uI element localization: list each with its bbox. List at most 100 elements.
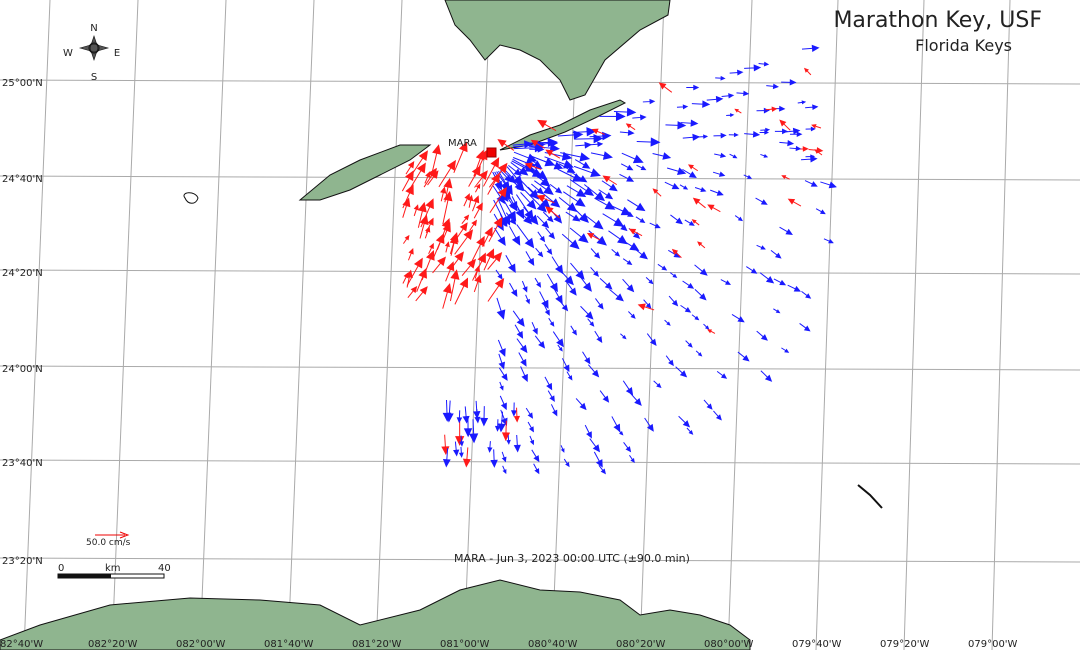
current-vector xyxy=(563,458,570,468)
current-vector xyxy=(784,127,801,135)
latitude-line xyxy=(0,557,1080,563)
current-vector xyxy=(636,137,661,147)
current-vector xyxy=(407,247,414,261)
current-vector xyxy=(474,170,488,188)
current-vector xyxy=(787,198,802,207)
current-vector xyxy=(765,106,778,112)
current-vector xyxy=(737,351,750,362)
current-vector xyxy=(587,318,595,327)
current-vector xyxy=(514,324,524,339)
current-vector xyxy=(525,407,534,419)
current-vector xyxy=(562,191,586,207)
current-vector xyxy=(575,141,592,149)
current-vector xyxy=(449,251,464,271)
current-vector xyxy=(694,288,707,301)
current-vector xyxy=(695,350,703,357)
current-vector xyxy=(525,251,535,266)
current-vector xyxy=(622,278,635,293)
current-vector xyxy=(773,308,781,314)
current-vector xyxy=(797,100,807,105)
current-vector xyxy=(652,152,672,160)
current-vector xyxy=(703,323,710,330)
current-vector xyxy=(444,241,450,253)
current-vector xyxy=(524,162,542,170)
current-vector xyxy=(676,104,689,110)
current-vector xyxy=(442,283,452,309)
current-vector xyxy=(644,417,654,432)
current-vector xyxy=(498,367,508,381)
current-vector xyxy=(635,216,646,224)
current-vector xyxy=(686,84,700,91)
current-vector xyxy=(558,196,578,213)
current-vector xyxy=(462,447,471,468)
current-vector xyxy=(599,111,626,122)
current-vector xyxy=(456,222,468,239)
compass-s: S xyxy=(91,72,97,83)
current-vector xyxy=(728,132,739,138)
current-vector xyxy=(703,399,713,410)
current-vector xyxy=(801,44,820,52)
current-vector xyxy=(569,227,589,243)
current-vector xyxy=(590,151,613,160)
current-vector xyxy=(779,119,791,131)
current-vector xyxy=(685,340,693,348)
station-label: MARA xyxy=(448,138,477,149)
current-vector xyxy=(565,281,577,296)
current-vector xyxy=(590,248,601,259)
latitude-label: 24°20'N xyxy=(2,268,43,279)
current-vector xyxy=(566,185,587,198)
current-vector xyxy=(548,317,555,327)
current-vector xyxy=(627,199,646,212)
current-vector xyxy=(502,465,507,475)
current-vector xyxy=(471,235,485,262)
current-vector xyxy=(496,297,506,320)
current-vector xyxy=(630,392,642,406)
current-vector xyxy=(609,288,624,302)
current-vector xyxy=(720,279,732,285)
scale-unit: km xyxy=(105,563,121,574)
current-vector xyxy=(758,61,770,67)
current-vector xyxy=(557,344,563,352)
current-vector xyxy=(682,168,697,179)
current-vector xyxy=(744,131,761,138)
current-vector xyxy=(513,434,521,453)
current-vector xyxy=(488,162,508,188)
current-vector xyxy=(494,419,501,432)
current-vector xyxy=(543,304,550,316)
current-vector xyxy=(591,128,605,135)
current-vector xyxy=(617,429,624,436)
current-vector xyxy=(405,160,415,175)
latitude-line xyxy=(0,459,1080,465)
current-vector xyxy=(621,152,644,164)
current-vector xyxy=(572,172,588,183)
current-vector xyxy=(474,183,481,193)
current-vector xyxy=(665,355,674,367)
current-vector xyxy=(523,206,539,226)
current-vector xyxy=(697,241,706,249)
current-vector xyxy=(461,214,470,225)
longitude-label: 080°00'W xyxy=(704,639,754,650)
current-vector xyxy=(494,227,506,247)
current-vector xyxy=(483,157,500,187)
current-vector xyxy=(544,156,574,169)
current-vector xyxy=(734,215,743,222)
current-vector xyxy=(402,184,414,209)
current-vector xyxy=(611,416,621,433)
current-vector xyxy=(469,219,477,231)
current-vector xyxy=(424,171,431,184)
axis-labels: 25°00'N 24°40'N 24°20'N 24°00'N 23°40'N 23°20… xyxy=(0,78,1018,650)
current-vector xyxy=(808,147,824,154)
current-vector xyxy=(529,146,545,153)
current-vector xyxy=(620,163,634,171)
current-vector xyxy=(629,454,635,464)
current-vector xyxy=(632,247,648,260)
current-vector xyxy=(682,133,701,141)
current-vector xyxy=(799,323,811,332)
compass-rose: N S E W xyxy=(63,23,120,83)
current-vector xyxy=(543,160,564,170)
current-vector xyxy=(715,75,726,81)
current-vector xyxy=(488,216,503,242)
current-vector xyxy=(407,285,418,299)
current-vector xyxy=(545,227,555,240)
